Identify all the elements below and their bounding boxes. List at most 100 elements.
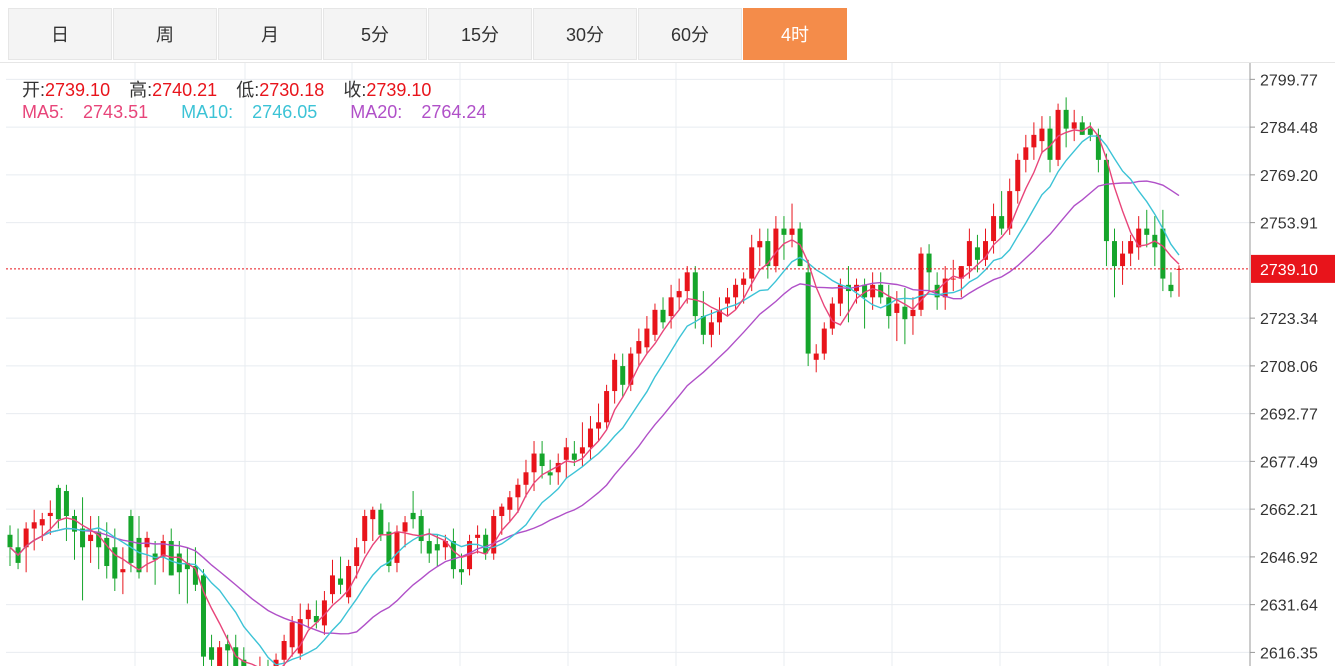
candle-up bbox=[958, 266, 964, 279]
candle-up bbox=[491, 516, 497, 554]
tab-60min[interactable]: 60分 bbox=[638, 8, 742, 60]
candle-up bbox=[644, 328, 650, 348]
ma10-value: 2746.05 bbox=[252, 102, 318, 122]
candle-down bbox=[71, 516, 77, 532]
tab-15min[interactable]: 15分 bbox=[428, 8, 532, 60]
low-label: 低: bbox=[236, 80, 260, 100]
candle-down bbox=[805, 272, 811, 354]
candle-down bbox=[539, 453, 545, 467]
candle-up bbox=[402, 522, 408, 532]
candle-up bbox=[555, 462, 561, 473]
candle-up bbox=[910, 309, 916, 317]
y-axis-tick-label: 2646.92 bbox=[1260, 550, 1318, 567]
candle-up bbox=[587, 428, 593, 448]
candle-up bbox=[1007, 191, 1013, 229]
y-axis-tick-label: 2753.91 bbox=[1260, 216, 1318, 233]
candle-up bbox=[942, 278, 948, 298]
y-axis-tick-label: 2692.77 bbox=[1260, 407, 1318, 424]
candle-down bbox=[483, 534, 489, 554]
ma10-label: MA10: bbox=[181, 102, 234, 122]
candle-up bbox=[47, 512, 53, 517]
candle-down bbox=[1103, 159, 1109, 242]
open-value: 2739.10 bbox=[45, 80, 111, 100]
tab-30min[interactable]: 30分 bbox=[533, 8, 637, 60]
open-label: 开: bbox=[22, 80, 46, 100]
candle-up bbox=[370, 509, 376, 520]
candle-up bbox=[676, 291, 682, 298]
candle-down bbox=[926, 253, 932, 273]
y-axis-tick-label: 2769.20 bbox=[1260, 168, 1318, 185]
tab-month[interactable]: 月 bbox=[218, 8, 322, 60]
candle-up bbox=[983, 241, 989, 260]
candle-up bbox=[531, 453, 537, 473]
candle-up bbox=[23, 528, 29, 548]
candle-down bbox=[104, 537, 110, 567]
candle-up bbox=[1023, 147, 1029, 160]
candle-down bbox=[410, 512, 416, 520]
candle-down bbox=[797, 228, 803, 267]
candle-up bbox=[1120, 253, 1126, 267]
candle-up bbox=[821, 328, 827, 354]
candle-up bbox=[1031, 134, 1037, 148]
candle-down bbox=[112, 547, 118, 579]
candle-up bbox=[289, 622, 295, 648]
tab-5min[interactable]: 5分 bbox=[323, 8, 427, 60]
tab-day[interactable]: 日 bbox=[8, 8, 112, 60]
candle-up bbox=[652, 309, 658, 335]
high-label: 高: bbox=[129, 80, 153, 100]
candle-up bbox=[305, 609, 311, 620]
candle-down bbox=[1112, 241, 1118, 267]
ma20-readout: MA20: 2764.24 bbox=[350, 102, 500, 122]
candle-up bbox=[563, 447, 569, 460]
candle-down bbox=[241, 659, 247, 666]
candle-up bbox=[950, 278, 956, 280]
tab-4hour[interactable]: 4时 bbox=[743, 8, 847, 60]
candle-down bbox=[1095, 134, 1101, 160]
candle-down bbox=[434, 544, 440, 551]
candle-down bbox=[1079, 122, 1085, 135]
candle-down bbox=[225, 644, 231, 651]
candle-up bbox=[789, 228, 795, 235]
candle-up bbox=[1136, 228, 1142, 248]
ohlc-readout: 开:2739.10 高:2740.21 低:2730.18 收:2739.10 bbox=[22, 76, 445, 102]
candle-down bbox=[700, 316, 706, 335]
candle-up bbox=[749, 247, 755, 279]
candle-up bbox=[31, 522, 37, 529]
ma20-value: 2764.24 bbox=[421, 102, 487, 122]
y-axis-tick-label: 2799.77 bbox=[1260, 72, 1318, 89]
candle-down bbox=[152, 553, 158, 560]
candle-up bbox=[88, 534, 94, 542]
candle-down bbox=[765, 241, 771, 267]
ma5-readout: MA5: 2743.51 bbox=[22, 102, 162, 122]
candle-up bbox=[1055, 109, 1061, 160]
candle-down bbox=[55, 487, 61, 520]
candle-down bbox=[692, 272, 698, 317]
ma-readout: MA5: 2743.51 MA10: 2746.05 MA20: 2764.24 bbox=[22, 102, 514, 123]
y-axis-tick-label: 2662.21 bbox=[1260, 502, 1318, 519]
candle-up bbox=[604, 391, 610, 423]
candle-up bbox=[813, 353, 819, 360]
candle-down bbox=[313, 616, 319, 623]
candle-down bbox=[1047, 128, 1053, 160]
candle-up bbox=[636, 341, 642, 354]
candle-down bbox=[63, 491, 69, 517]
candle-up bbox=[894, 303, 900, 313]
candle-up bbox=[1039, 128, 1045, 142]
candle-up bbox=[668, 297, 674, 317]
tab-week[interactable]: 周 bbox=[113, 8, 217, 60]
candle-down bbox=[974, 247, 980, 260]
candle-up bbox=[829, 303, 835, 329]
candle-up bbox=[346, 566, 352, 598]
candle-up bbox=[217, 647, 223, 666]
y-axis-tick-label: 2677.49 bbox=[1260, 454, 1318, 471]
candle-up bbox=[966, 241, 972, 267]
candle-down bbox=[96, 531, 102, 548]
candle-up bbox=[1015, 159, 1021, 192]
candle-down bbox=[386, 531, 392, 567]
candle-up bbox=[354, 547, 360, 567]
candle-down bbox=[458, 569, 464, 573]
candle-up bbox=[362, 516, 368, 542]
candle-down bbox=[136, 537, 142, 573]
candle-down bbox=[1144, 228, 1150, 235]
